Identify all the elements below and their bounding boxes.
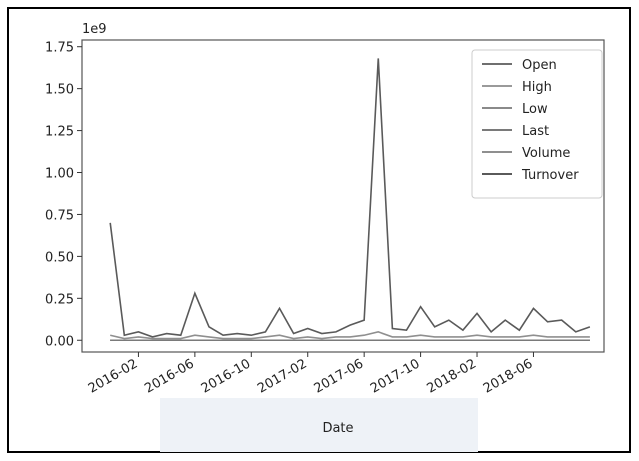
y-tick-label: 0.00 bbox=[45, 334, 74, 349]
y-offset-label: 1e9 bbox=[82, 22, 107, 37]
legend-label: Volume bbox=[522, 146, 570, 161]
background-band bbox=[160, 398, 478, 452]
legend-label: Last bbox=[522, 124, 549, 139]
legend-label: High bbox=[522, 80, 552, 95]
series-line bbox=[109, 58, 591, 338]
plot-frame bbox=[81, 39, 605, 353]
y-tick-label: 0.50 bbox=[45, 250, 74, 265]
legend-label: Turnover bbox=[521, 168, 579, 183]
y-tick-label: 1.25 bbox=[45, 125, 74, 140]
legend-label: Open bbox=[522, 58, 557, 73]
y-tick-label: 0.25 bbox=[45, 292, 74, 307]
y-tick-label: 1.75 bbox=[45, 41, 74, 56]
x-axis-label: Date bbox=[322, 421, 353, 436]
legend-label: Low bbox=[522, 102, 548, 117]
series-line bbox=[110, 331, 590, 340]
y-tick-label: 1.00 bbox=[45, 167, 74, 182]
y-tick-label: 1.50 bbox=[45, 83, 74, 98]
y-tick-label: 0.75 bbox=[45, 208, 74, 223]
